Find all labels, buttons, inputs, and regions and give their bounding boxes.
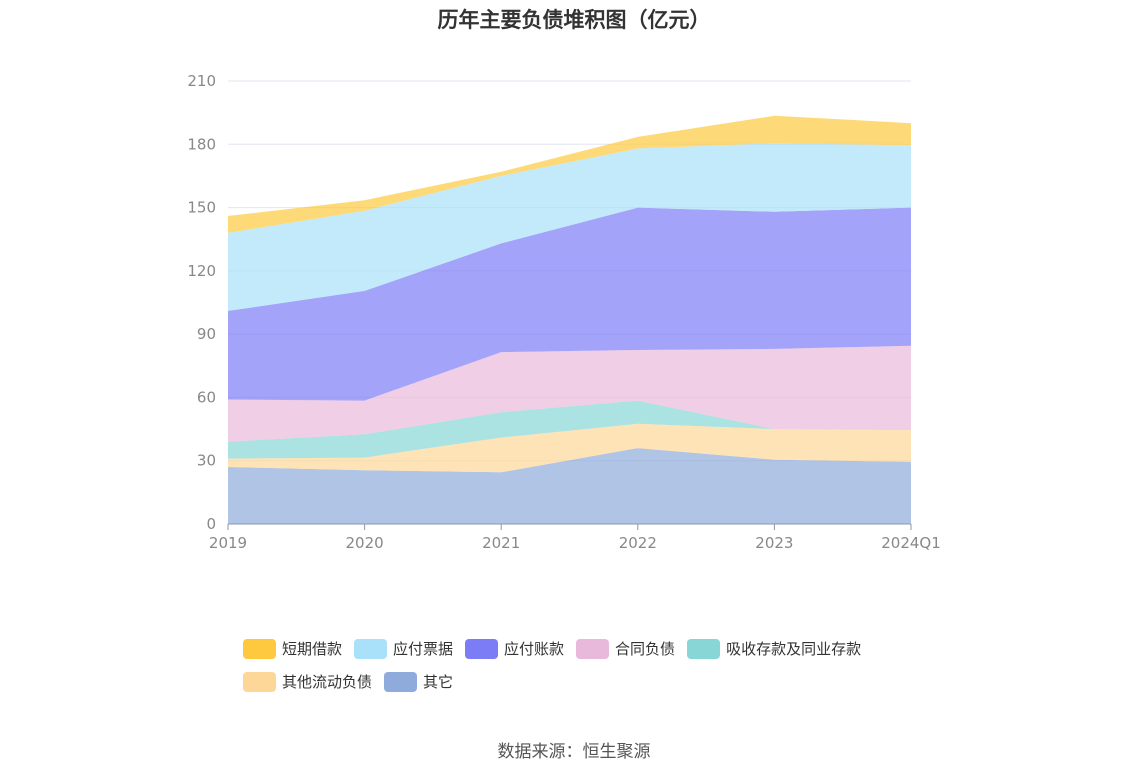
legend-item[interactable]: 应付账款 (465, 638, 564, 659)
area-series-其它 (228, 448, 911, 524)
legend-label: 吸收存款及同业存款 (726, 640, 862, 658)
source-note: 数据来源：恒生聚源 (497, 742, 651, 762)
x-tick-label: 2024Q1 (881, 534, 941, 552)
chart-legend: 短期借款 应付票据 应付账款 合同负债 吸收存款及同业存款其他流动负债 其它 (243, 638, 943, 692)
area-series-应付账款 (228, 207, 911, 401)
legend-swatch (354, 638, 388, 659)
legend-item[interactable]: 其它 (384, 671, 453, 692)
y-tick-label: 180 (187, 135, 216, 153)
x-tick-label: 2023 (755, 534, 793, 552)
legend-swatch (384, 671, 418, 692)
axis-layer: 0 30 60 90 120 150 180 210 2019 2020 2021 2022 2023 2… (187, 72, 940, 552)
y-tick-label: 150 (187, 199, 216, 217)
legend-item[interactable]: 其他流动负债 (243, 671, 372, 692)
legend-swatch (687, 638, 721, 659)
legend-item[interactable]: 应付票据 (354, 638, 453, 659)
legend-swatch (576, 638, 610, 659)
x-tick-label: 2021 (482, 534, 520, 552)
y-tick-label: 0 (206, 515, 216, 533)
legend-label: 应付账款 (504, 640, 565, 658)
y-tick-label: 60 (197, 388, 216, 406)
legend-item[interactable]: 合同负债 (576, 638, 675, 659)
legend-label: 应付票据 (393, 640, 454, 658)
area-series-短期借款 (228, 115, 911, 233)
legend-label: 其他流动负债 (282, 673, 373, 691)
x-tick-label: 2022 (619, 534, 657, 552)
y-tick-label: 30 (197, 452, 216, 470)
legend-label: 合同负债 (615, 640, 676, 658)
legend-label: 短期借款 (282, 640, 343, 658)
x-tick-label: 2020 (346, 534, 384, 552)
area-series-应付票据 (228, 143, 911, 311)
legend-swatch (243, 638, 276, 659)
area-series-layer (228, 115, 911, 524)
y-tick-label: 210 (187, 72, 216, 90)
legend-item[interactable]: 短期借款 (243, 638, 342, 659)
legend-item[interactable]: 吸收存款及同业存款 (687, 638, 861, 659)
legend-label: 其它 (423, 673, 454, 691)
legend-swatch (243, 671, 276, 692)
y-tick-label: 90 (197, 325, 216, 343)
area-series-合同负债 (228, 345, 911, 442)
y-tick-label: 120 (187, 262, 216, 280)
legend-swatch (465, 638, 499, 659)
x-tick-label: 2019 (209, 534, 247, 552)
chart-title: 历年主要负债堆积图（亿元） (437, 8, 711, 32)
area-series-其他流动负债 (228, 423, 911, 473)
area-series-吸收存款及同业存款 (228, 400, 911, 459)
